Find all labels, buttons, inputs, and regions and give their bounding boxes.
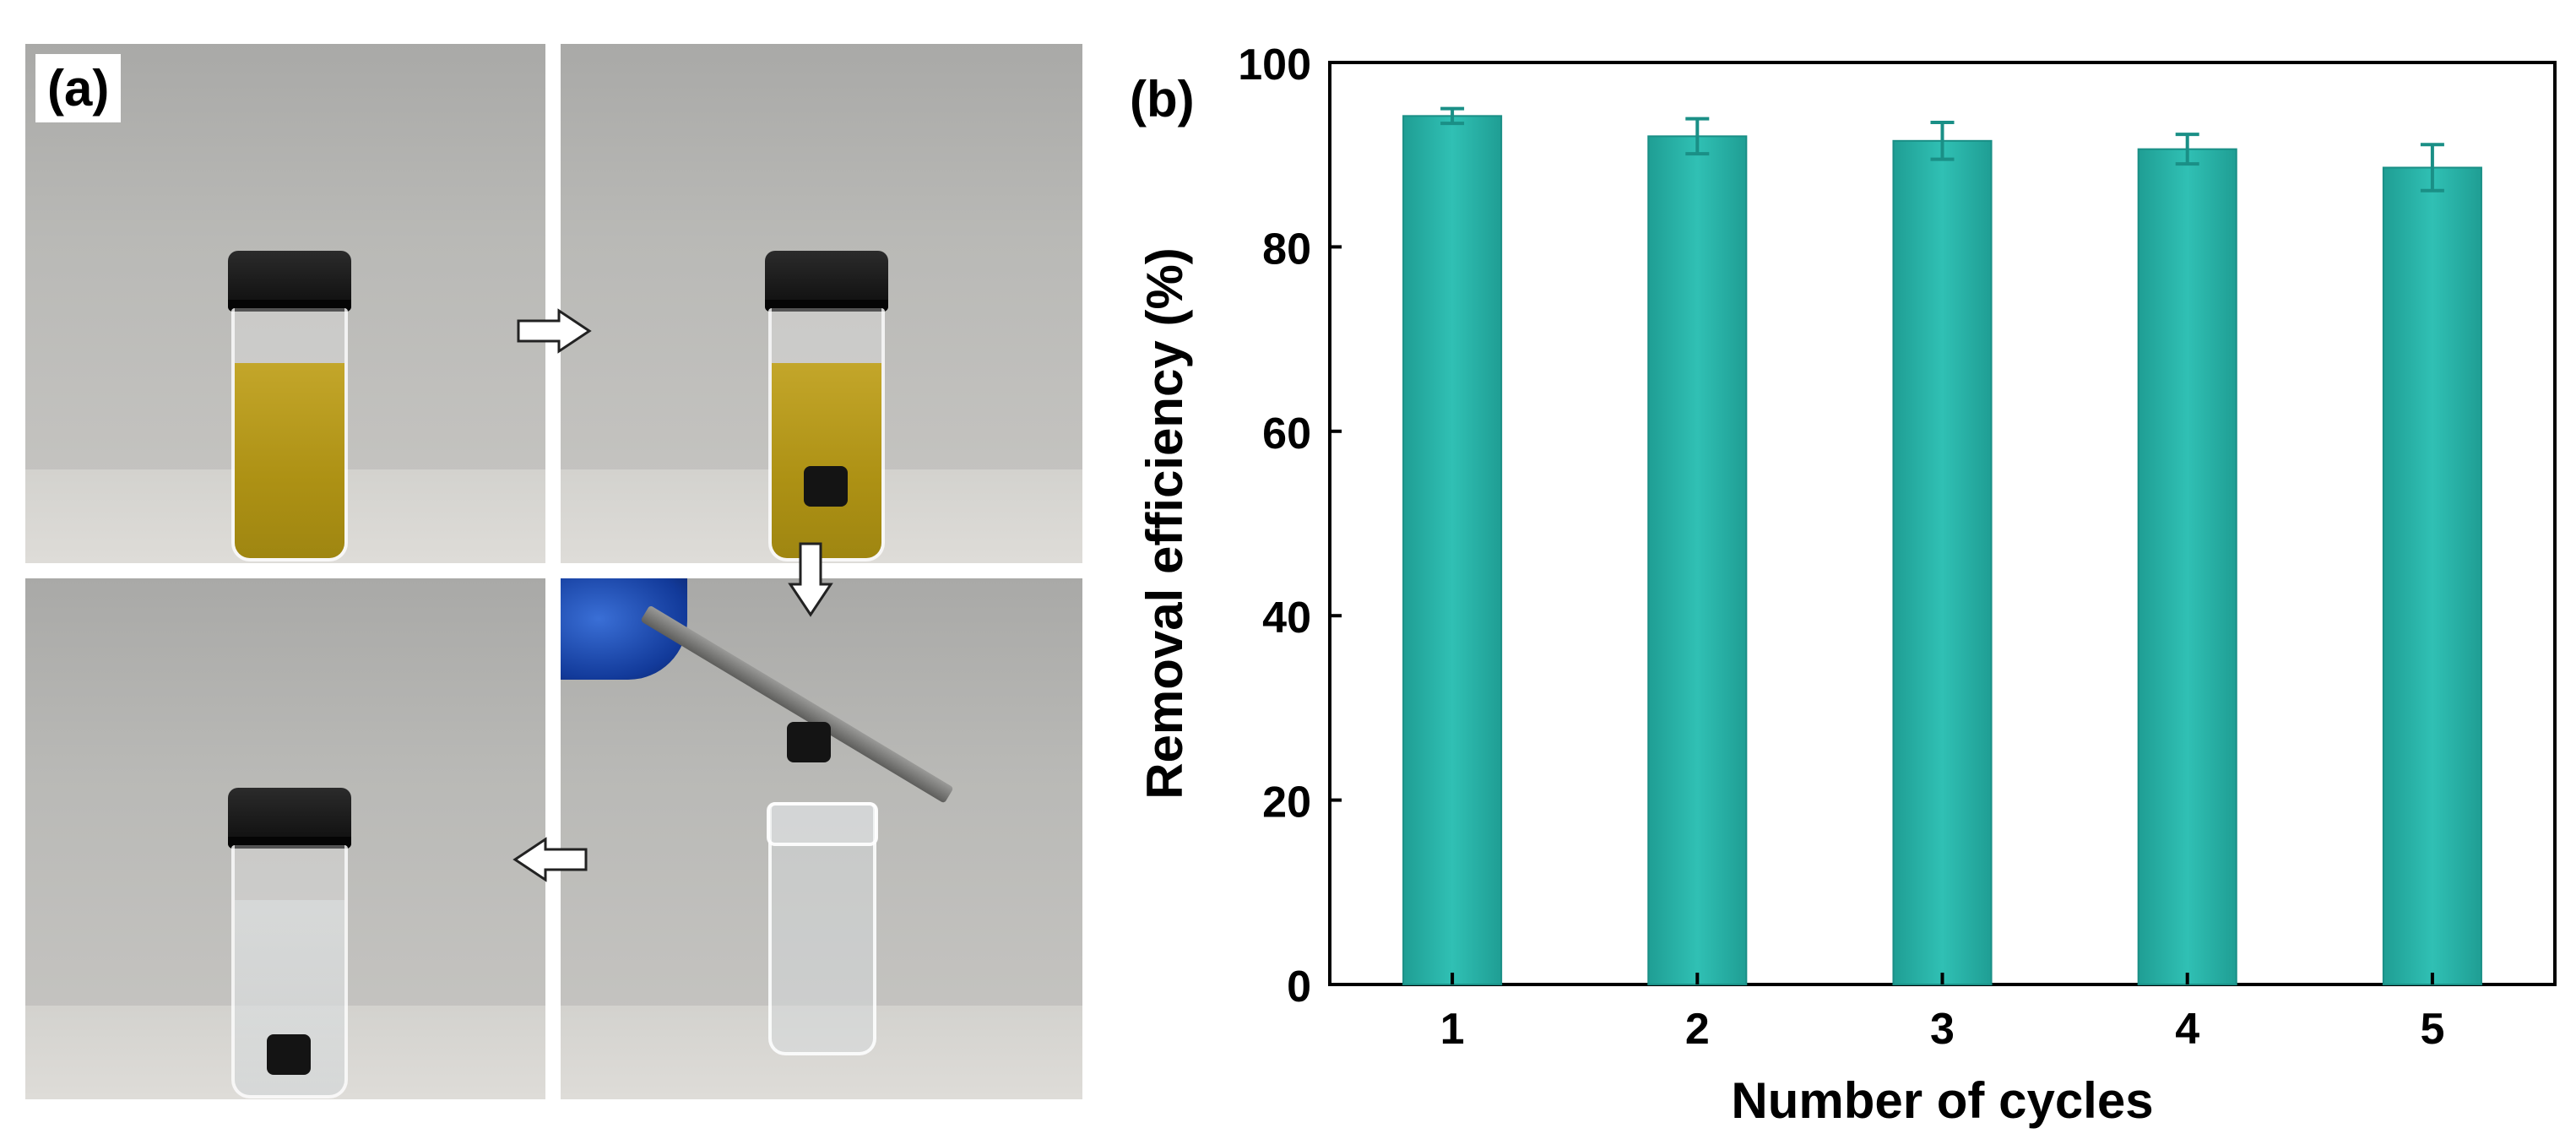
x-tick-label: 4 bbox=[2175, 1005, 2199, 1054]
x-tick-label: 5 bbox=[2420, 1005, 2444, 1054]
sponge bbox=[787, 722, 831, 762]
y-tick-label: 60 bbox=[1262, 409, 1311, 458]
chart-panel: (b) 0 20 40 60 80 100 1 2 3 4 5 Removal efficiency… bbox=[1098, 0, 2576, 1139]
bar bbox=[1892, 139, 1993, 985]
arrow-right-icon bbox=[517, 308, 592, 354]
photo-vial-sponge-added bbox=[561, 44, 1082, 563]
panel-b-label: (b) bbox=[1130, 71, 1195, 127]
y-tick-label: 100 bbox=[1238, 41, 1311, 89]
photo-vial-yellow-oil bbox=[25, 44, 545, 563]
y-tick-label: 20 bbox=[1262, 778, 1311, 827]
panel-a-label: (a) bbox=[35, 54, 122, 122]
arrow-down-icon bbox=[788, 542, 833, 617]
bar-chart: (b) 0 20 40 60 80 100 1 2 3 4 5 Removal efficiency… bbox=[1130, 41, 2557, 1129]
y-tick-label: 40 bbox=[1262, 594, 1311, 643]
bar bbox=[1647, 135, 1748, 986]
bar bbox=[1402, 115, 1503, 985]
y-tick-label: 0 bbox=[1287, 963, 1311, 1012]
photo-panel: (a) bbox=[25, 44, 1082, 1099]
y-axis-label: Removal efficiency (%) bbox=[1136, 247, 1193, 800]
photo-vial-clear bbox=[25, 578, 545, 1099]
y-tick-label: 80 bbox=[1262, 225, 1311, 274]
bar bbox=[2137, 148, 2237, 985]
x-axis-label: Number of cycles bbox=[1731, 1072, 2153, 1129]
sponge bbox=[267, 1034, 311, 1075]
x-tick-label: 2 bbox=[1685, 1005, 1710, 1054]
photo-sponge-removed bbox=[561, 578, 1082, 1099]
plot-area: 0 20 40 60 80 100 1 2 3 4 5 bbox=[1238, 41, 2557, 1054]
x-tick-label: 3 bbox=[1930, 1005, 1955, 1054]
sponge bbox=[804, 466, 848, 507]
x-tick-label: 1 bbox=[1440, 1005, 1465, 1054]
arrow-left-icon bbox=[512, 837, 588, 882]
bar bbox=[2382, 166, 2482, 986]
open-jar bbox=[767, 802, 878, 1055]
